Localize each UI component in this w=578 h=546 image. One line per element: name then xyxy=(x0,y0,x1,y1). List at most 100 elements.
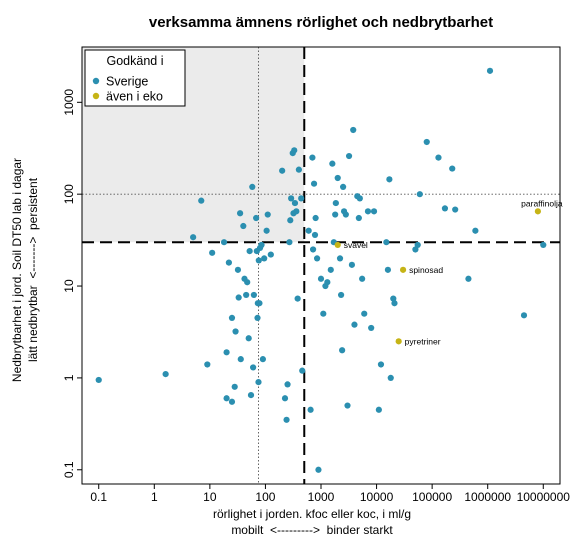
data-point xyxy=(287,217,294,224)
data-point xyxy=(246,248,253,255)
data-point xyxy=(465,275,472,282)
data-points xyxy=(95,67,547,473)
data-point xyxy=(395,338,402,345)
data-point xyxy=(345,152,353,160)
y-tick-label: 100 xyxy=(62,184,76,204)
legend-marker-aven-i-eko xyxy=(92,92,100,100)
x-axis-sublabel: mobilt <---------> binder starkt xyxy=(231,523,393,537)
data-point xyxy=(520,312,528,319)
data-point xyxy=(253,214,260,222)
data-point xyxy=(329,160,336,167)
y-tick-label: 1000 xyxy=(62,89,76,116)
data-point xyxy=(261,255,268,262)
legend-marker-sverige xyxy=(92,77,100,85)
data-point xyxy=(288,195,295,202)
x-axis-label: rörlighet i jorden. kfoc eller koc, i ml… xyxy=(213,507,411,521)
data-point xyxy=(250,364,257,371)
data-point xyxy=(307,406,314,413)
chart-title: verksamma ämnens rörlighet och nedbrytba… xyxy=(149,14,493,31)
data-point xyxy=(368,324,375,332)
data-point xyxy=(235,294,242,301)
data-point xyxy=(472,227,479,234)
data-point xyxy=(336,255,344,262)
data-point xyxy=(258,241,265,249)
data-point xyxy=(359,275,366,282)
data-point xyxy=(313,255,321,262)
reference-lines xyxy=(82,47,560,484)
data-point xyxy=(255,379,262,386)
data-point xyxy=(310,180,318,187)
x-tick-label: 10 xyxy=(203,490,217,504)
data-point xyxy=(399,266,407,273)
data-point xyxy=(452,206,459,213)
data-point xyxy=(370,208,378,215)
data-point xyxy=(220,239,228,246)
data-point xyxy=(332,199,339,207)
data-point xyxy=(339,347,346,354)
data-point xyxy=(250,291,257,299)
data-point xyxy=(264,211,271,218)
data-point xyxy=(324,279,331,286)
data-point xyxy=(351,321,358,328)
data-point xyxy=(228,398,236,405)
data-point xyxy=(298,195,305,202)
data-point xyxy=(534,208,541,215)
data-point xyxy=(299,367,306,374)
data-point xyxy=(281,395,289,402)
data-point xyxy=(291,199,299,207)
x-tick-label: 10000000 xyxy=(517,490,571,504)
x-tick-label: 1 xyxy=(151,490,158,504)
x-tick-label: 100 xyxy=(255,490,275,504)
data-point xyxy=(355,214,362,222)
point-label: spinosad xyxy=(409,265,443,275)
data-point xyxy=(317,275,325,282)
data-point xyxy=(350,126,357,134)
data-point xyxy=(338,291,345,299)
data-point xyxy=(390,295,397,302)
data-point xyxy=(279,167,286,174)
data-point xyxy=(232,328,239,335)
data-point xyxy=(377,361,385,368)
data-point xyxy=(441,205,449,212)
data-point xyxy=(254,314,261,321)
x-tick-label: 10000 xyxy=(360,490,394,504)
data-point xyxy=(344,402,351,409)
y-axis: 0.1 1 10 100 1000 xyxy=(62,89,82,478)
y-tick-label: 1 xyxy=(62,374,76,381)
legend-box xyxy=(84,49,186,107)
point-label: svavel xyxy=(344,240,368,250)
data-point xyxy=(256,300,263,307)
data-point xyxy=(234,266,242,273)
data-point xyxy=(416,191,423,198)
data-point xyxy=(223,395,230,402)
data-point xyxy=(348,261,356,268)
point-label: paraffinolja xyxy=(521,198,563,208)
data-point xyxy=(332,211,339,218)
data-point xyxy=(255,257,262,264)
data-point xyxy=(334,241,341,249)
data-point xyxy=(414,241,421,249)
data-point xyxy=(356,195,363,202)
data-point xyxy=(334,174,341,182)
data-point xyxy=(228,314,236,321)
legend-label-aven-i-eko: även i eko xyxy=(106,90,163,104)
y-tick-label: 10 xyxy=(62,279,76,293)
point-label: pyretriner xyxy=(405,336,441,346)
y-axis-sublabel: lätt nedbrytbar <-------> persistent xyxy=(26,177,40,362)
data-point xyxy=(449,165,456,172)
data-point xyxy=(244,279,251,286)
x-tick-label: 0.1 xyxy=(90,490,107,504)
data-point xyxy=(291,147,298,154)
data-point xyxy=(284,381,291,388)
data-point xyxy=(267,251,274,258)
data-point xyxy=(225,259,232,266)
data-point xyxy=(375,406,382,413)
data-point xyxy=(309,246,317,253)
data-point xyxy=(231,383,238,390)
legend-title: Godkänd i xyxy=(107,54,164,68)
data-point xyxy=(340,183,347,190)
data-point xyxy=(361,310,368,317)
data-point xyxy=(237,356,244,363)
y-axis-label: Nedbrytbarhet i jord. Soil DT50 lab i da… xyxy=(10,158,24,382)
